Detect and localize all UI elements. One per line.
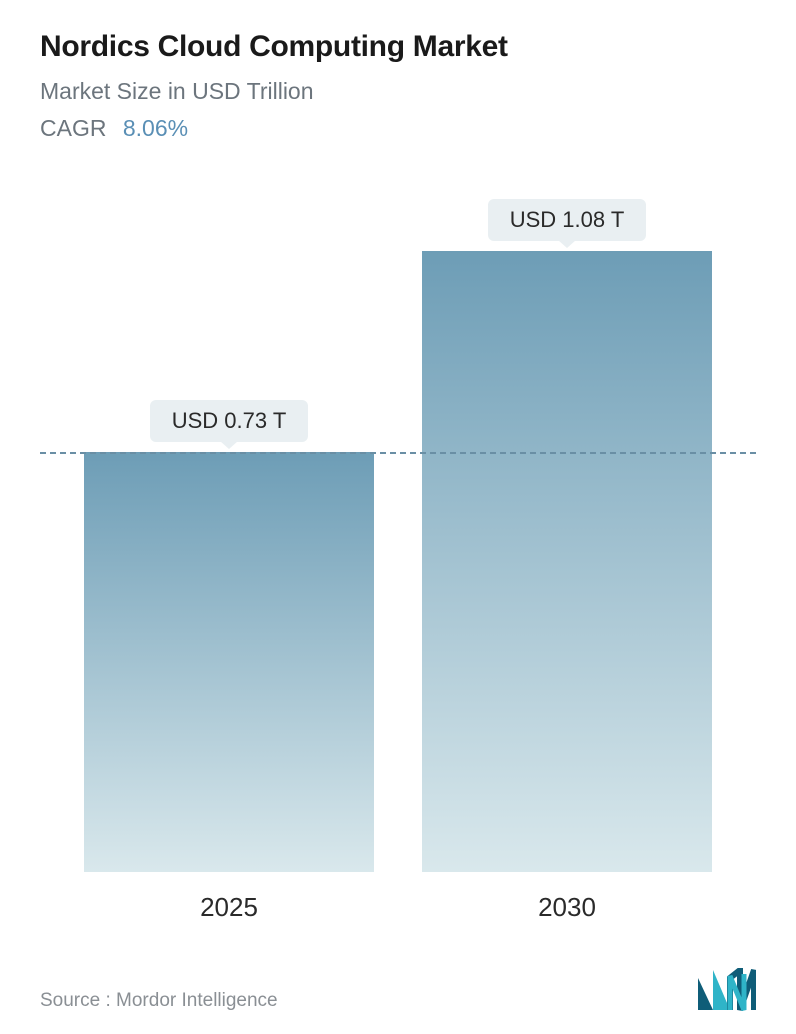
value-pill: USD 0.73 T — [150, 400, 309, 442]
chart-footer: Source : Mordor Intelligence — [40, 968, 756, 1012]
brand-logo-icon — [696, 968, 756, 1012]
chart-area: USD 0.73 T USD 1.08 T — [40, 182, 756, 872]
bars-container: USD 0.73 T USD 1.08 T — [40, 182, 756, 872]
cagr-label: CAGR — [40, 115, 106, 141]
reference-line — [40, 452, 756, 454]
value-pill: USD 1.08 T — [488, 199, 647, 241]
cagr-row: CAGR 8.06% — [40, 115, 756, 142]
x-axis-label: 2030 — [422, 892, 712, 923]
source-text: Source : Mordor Intelligence — [40, 990, 278, 1012]
x-axis-label: 2025 — [84, 892, 374, 923]
bar-group: USD 0.73 T — [84, 182, 374, 872]
bar — [84, 452, 374, 872]
x-axis-labels: 2025 2030 — [40, 872, 756, 923]
chart-subtitle: Market Size in USD Trillion — [40, 78, 756, 105]
bar — [422, 251, 712, 872]
chart-title: Nordics Cloud Computing Market — [40, 30, 756, 64]
bar-group: USD 1.08 T — [422, 182, 712, 872]
cagr-value: 8.06% — [123, 115, 188, 141]
